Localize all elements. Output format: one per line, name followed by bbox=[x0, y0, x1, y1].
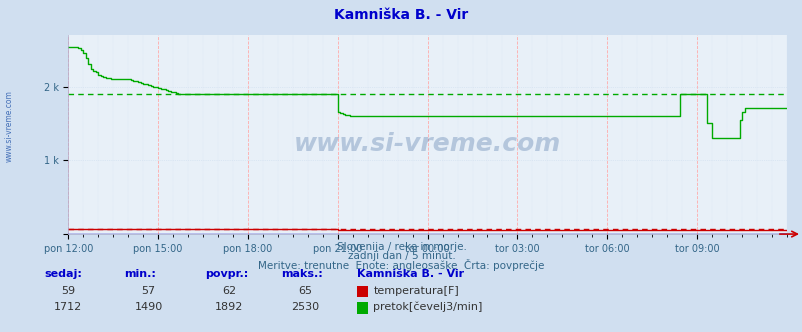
Text: povpr.:: povpr.: bbox=[205, 269, 248, 279]
Text: 1490: 1490 bbox=[134, 302, 163, 312]
Text: zadnji dan / 5 minut.: zadnji dan / 5 minut. bbox=[347, 251, 455, 261]
Text: 59: 59 bbox=[61, 286, 75, 296]
Text: 1712: 1712 bbox=[54, 302, 83, 312]
Text: 62: 62 bbox=[221, 286, 236, 296]
Text: maks.:: maks.: bbox=[281, 269, 322, 279]
Text: 1892: 1892 bbox=[214, 302, 243, 312]
Text: Kamniška B. - Vir: Kamniška B. - Vir bbox=[334, 8, 468, 22]
Text: 57: 57 bbox=[141, 286, 156, 296]
Text: Meritve: trenutne  Enote: angleosaške  Črta: povprečje: Meritve: trenutne Enote: angleosaške Črt… bbox=[258, 259, 544, 271]
Text: www.si-vreme.com: www.si-vreme.com bbox=[5, 90, 14, 162]
Text: Kamniška B. - Vir: Kamniška B. - Vir bbox=[357, 269, 464, 279]
Text: sedaj:: sedaj: bbox=[44, 269, 82, 279]
Text: pretok[čevelj3/min]: pretok[čevelj3/min] bbox=[373, 302, 482, 312]
Text: temperatura[F]: temperatura[F] bbox=[373, 286, 459, 296]
Text: www.si-vreme.com: www.si-vreme.com bbox=[294, 132, 561, 156]
Text: 2530: 2530 bbox=[290, 302, 319, 312]
Text: Slovenija / reke in morje.: Slovenija / reke in morje. bbox=[336, 242, 466, 252]
Text: 65: 65 bbox=[298, 286, 312, 296]
Text: min.:: min.: bbox=[124, 269, 156, 279]
